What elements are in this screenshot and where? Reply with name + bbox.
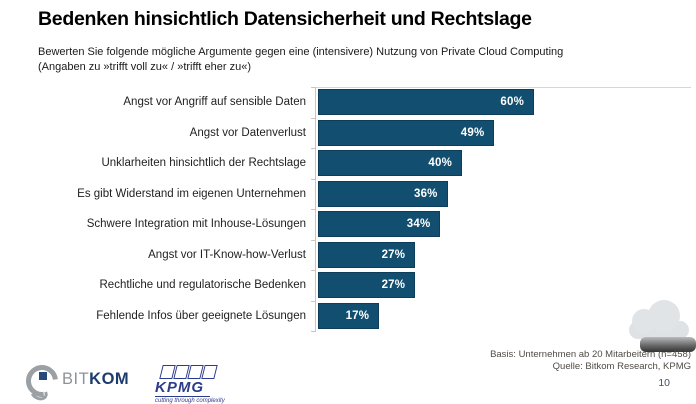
axis-tick (311, 270, 316, 271)
kpmg-wordmark: KPMG (155, 379, 210, 397)
subtitle-line-2: (Angaben zu »trifft voll zu« / »trifft e… (38, 61, 251, 73)
category-label: Schwere Integration mit Inhouse-Lösungen (86, 218, 306, 230)
bar: 34% (318, 211, 441, 237)
bar-value-label: 27% (381, 279, 406, 291)
kpmg-logo: KPMG cutting through complexity (155, 365, 266, 404)
bitkom-text-bold: KOM (89, 370, 130, 388)
bar: 27% (318, 241, 416, 268)
cloud-shadow (640, 337, 696, 352)
bar: 60% (318, 89, 534, 115)
cloud-puff-big (648, 300, 680, 332)
bar: 36% (318, 180, 448, 207)
category-label: Angst vor IT-Know-how-Verlust (148, 248, 306, 261)
chart-subtitle: Bewerten Sie folgende mögliche Argumente… (38, 45, 668, 75)
axis-tick (311, 300, 316, 302)
axis-tick (311, 148, 316, 149)
bar-value-label: 40% (428, 157, 452, 169)
basis-line: Basis: Unternehmen ab 20 Mitarbeitern (n… (490, 349, 691, 360)
bar: 27% (318, 272, 416, 298)
bar-value-label: 34% (406, 218, 431, 230)
axis-tick (311, 209, 316, 210)
axis-tick (311, 331, 316, 332)
bar-value-label: 49% (460, 126, 485, 139)
bar-row: Angst vor Datenverlust 49% (0, 119, 696, 146)
subtitle-line-1: Bewerten Sie folgende mögliche Argumente… (38, 46, 564, 58)
category-label: Unklarheiten hinsichtlich der Rechtslage (101, 157, 306, 169)
bar-row: Schwere Integration mit Inhouse-Lösungen… (0, 211, 696, 237)
bar-row: Angst vor IT-Know-how-Verlust 27% (0, 241, 696, 268)
quelle-line: Quelle: Bitkom Research, KPMG (552, 361, 691, 372)
bitkom-square-icon (39, 372, 47, 380)
source-note: Basis: Unternehmen ab 20 Mitarbeitern (n… (490, 349, 691, 373)
bar: 49% (318, 119, 495, 146)
bitkom-text-light: BIT (62, 370, 90, 388)
bar-value-label: 36% (413, 187, 438, 200)
kpmg-boxes-icon (159, 365, 266, 379)
category-label: Angst vor Datenverlust (189, 126, 306, 139)
bitkom-logo: BITKOM (19, 358, 144, 404)
bar-value-label: 60% (500, 96, 524, 108)
bar: 40% (318, 150, 462, 176)
bar-value-label: 17% (345, 309, 370, 322)
bar-row: Unklarheiten hinsichtlich der Rechtslage… (0, 150, 696, 176)
bar-chart: Angst vor Angriff auf sensible Daten 60%… (0, 89, 696, 333)
kpmg-box (201, 365, 218, 379)
bar-value-label: 27% (381, 248, 406, 261)
bar-row: Fehlende Infos über geeignete Lösungen 1… (0, 302, 696, 329)
category-label: Es gibt Widerstand im eigenen Unternehme… (77, 187, 306, 200)
category-label: Angst vor Angriff auf sensible Daten (123, 96, 306, 108)
kpmg-tagline: cutting through complexity (155, 398, 225, 404)
bar-row: Angst vor Angriff auf sensible Daten 60% (0, 89, 696, 115)
axis-tick (311, 87, 316, 88)
page-number: 10 (658, 377, 670, 389)
bar: 17% (318, 302, 380, 329)
axis-tick (311, 178, 316, 180)
category-label: Fehlende Infos über geeignete Lösungen (96, 309, 306, 322)
axis-tick (311, 239, 316, 241)
plot-top-border (315, 87, 691, 88)
cloud-icon (627, 297, 696, 355)
bar-row: Rechtliche und regulatorische Bedenken 2… (0, 272, 696, 298)
bar-row: Es gibt Widerstand im eigenen Unternehme… (0, 180, 696, 207)
category-label: Rechtliche und regulatorische Bedenken (99, 279, 307, 291)
axis-tick (311, 117, 316, 119)
page-title: Bedenken hinsichtlich Datensicherheit un… (38, 8, 532, 30)
bitkom-wordmark: BITKOM (62, 370, 129, 389)
